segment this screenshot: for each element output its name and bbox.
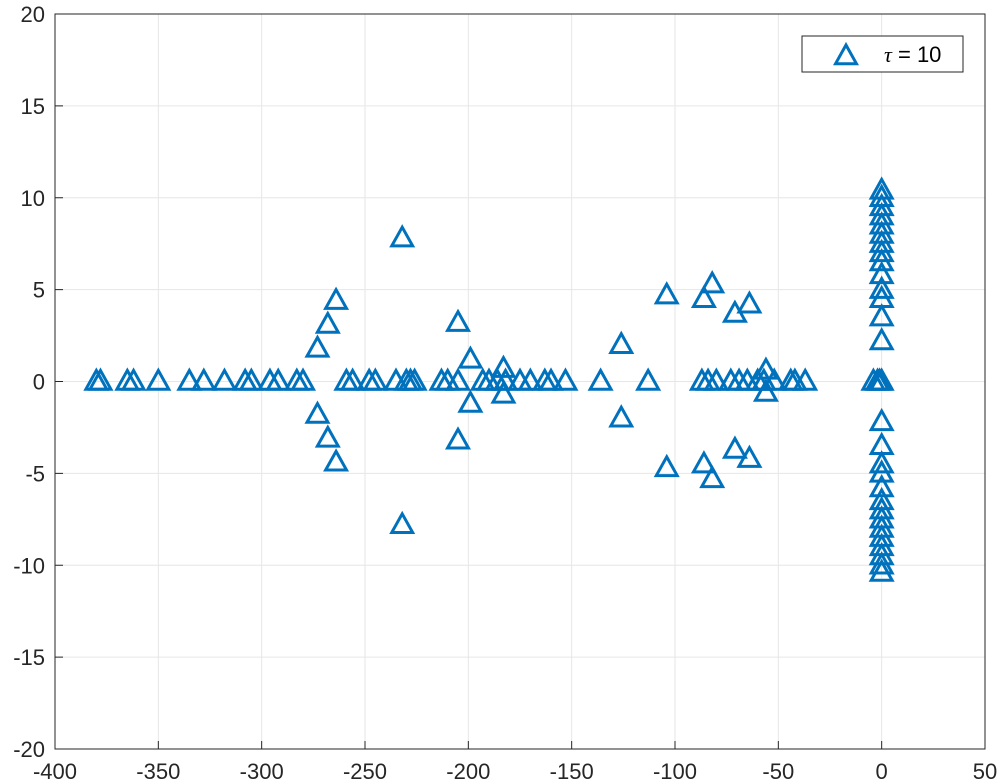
y-tick-label: 5	[33, 278, 45, 303]
data-point	[304, 334, 331, 358]
data-point	[653, 453, 680, 478]
data-point	[211, 367, 238, 391]
data-point	[389, 224, 416, 248]
data-point	[490, 354, 517, 378]
data-point	[752, 356, 779, 380]
data-point	[444, 367, 472, 391]
y-tick-label: 20	[21, 2, 45, 27]
data-point	[736, 444, 763, 468]
data-point	[304, 400, 331, 424]
data-point	[176, 367, 203, 391]
data-point	[721, 435, 748, 459]
y-tick-label: 10	[21, 186, 45, 211]
data-point	[868, 183, 895, 207]
y-tick-label: -10	[13, 553, 45, 578]
data-point	[401, 367, 428, 391]
data-point	[703, 367, 730, 391]
data-point	[868, 474, 895, 498]
data-point	[517, 367, 544, 391]
data-point	[868, 260, 895, 285]
data-point	[444, 426, 472, 450]
data-point	[145, 367, 172, 391]
data-point	[87, 367, 114, 391]
data-point	[868, 558, 895, 582]
legend-value: = 10	[892, 42, 942, 67]
data-point	[868, 407, 895, 432]
data-point	[868, 450, 895, 474]
axis-ticks: -400 -350 -300 -250 -200 -150 -100 -50 0 50-20-15…	[13, 2, 997, 784]
legend-tau-symbol: τ	[884, 42, 893, 67]
x-tick-label: -250	[343, 759, 387, 784]
data-point	[265, 367, 292, 391]
y-tick-label: -20	[13, 737, 45, 762]
y-tick-label: -5	[25, 461, 45, 486]
x-tick-label: 50	[973, 759, 997, 784]
data-point	[552, 367, 579, 391]
data-point	[868, 327, 895, 351]
data-points	[83, 176, 895, 582]
data-point	[444, 308, 472, 332]
data-point	[457, 345, 484, 369]
data-point	[608, 404, 635, 428]
data-point	[120, 367, 147, 391]
data-point	[289, 367, 317, 391]
data-point	[868, 176, 895, 200]
x-tick-label: 0	[876, 759, 888, 784]
data-point	[752, 378, 779, 402]
data-point	[868, 367, 895, 391]
data-point	[699, 464, 726, 489]
data-point	[587, 367, 614, 391]
x-tick-label: -150	[550, 759, 594, 784]
data-point	[323, 286, 350, 310]
x-tick-label: -400	[33, 759, 77, 784]
legend-label: τ = 10	[884, 42, 941, 67]
legend-marker-triangle	[832, 41, 860, 66]
data-point	[608, 330, 635, 354]
data-point	[190, 367, 217, 391]
data-point	[792, 367, 819, 391]
data-point	[238, 367, 265, 391]
y-tick-label: -15	[13, 645, 45, 670]
data-point	[868, 303, 895, 327]
data-point	[537, 367, 565, 391]
data-point	[339, 367, 366, 391]
y-tick-label: 15	[21, 94, 45, 119]
data-point	[314, 310, 341, 334]
data-point	[653, 281, 680, 305]
data-point	[490, 380, 517, 404]
x-tick-label: -50	[762, 759, 794, 784]
data-point	[635, 367, 662, 391]
data-point	[761, 367, 788, 391]
legend-box	[801, 35, 964, 73]
data-point	[323, 448, 350, 472]
data-point	[868, 551, 895, 575]
x-tick-label: -200	[446, 759, 490, 784]
data-point	[457, 389, 484, 413]
data-point	[736, 290, 763, 314]
y-tick-label: 0	[33, 370, 45, 395]
data-point	[868, 275, 895, 299]
data-point	[690, 284, 717, 309]
x-tick-label: -300	[240, 759, 284, 784]
legend: τ = 10	[801, 35, 964, 73]
data-point	[389, 510, 416, 535]
data-point	[362, 367, 389, 391]
x-tick-label: -100	[653, 759, 697, 784]
data-point	[868, 459, 895, 483]
data-point	[699, 270, 726, 294]
x-tick-label: -350	[136, 759, 180, 784]
data-point	[690, 450, 717, 474]
data-point	[314, 424, 341, 448]
